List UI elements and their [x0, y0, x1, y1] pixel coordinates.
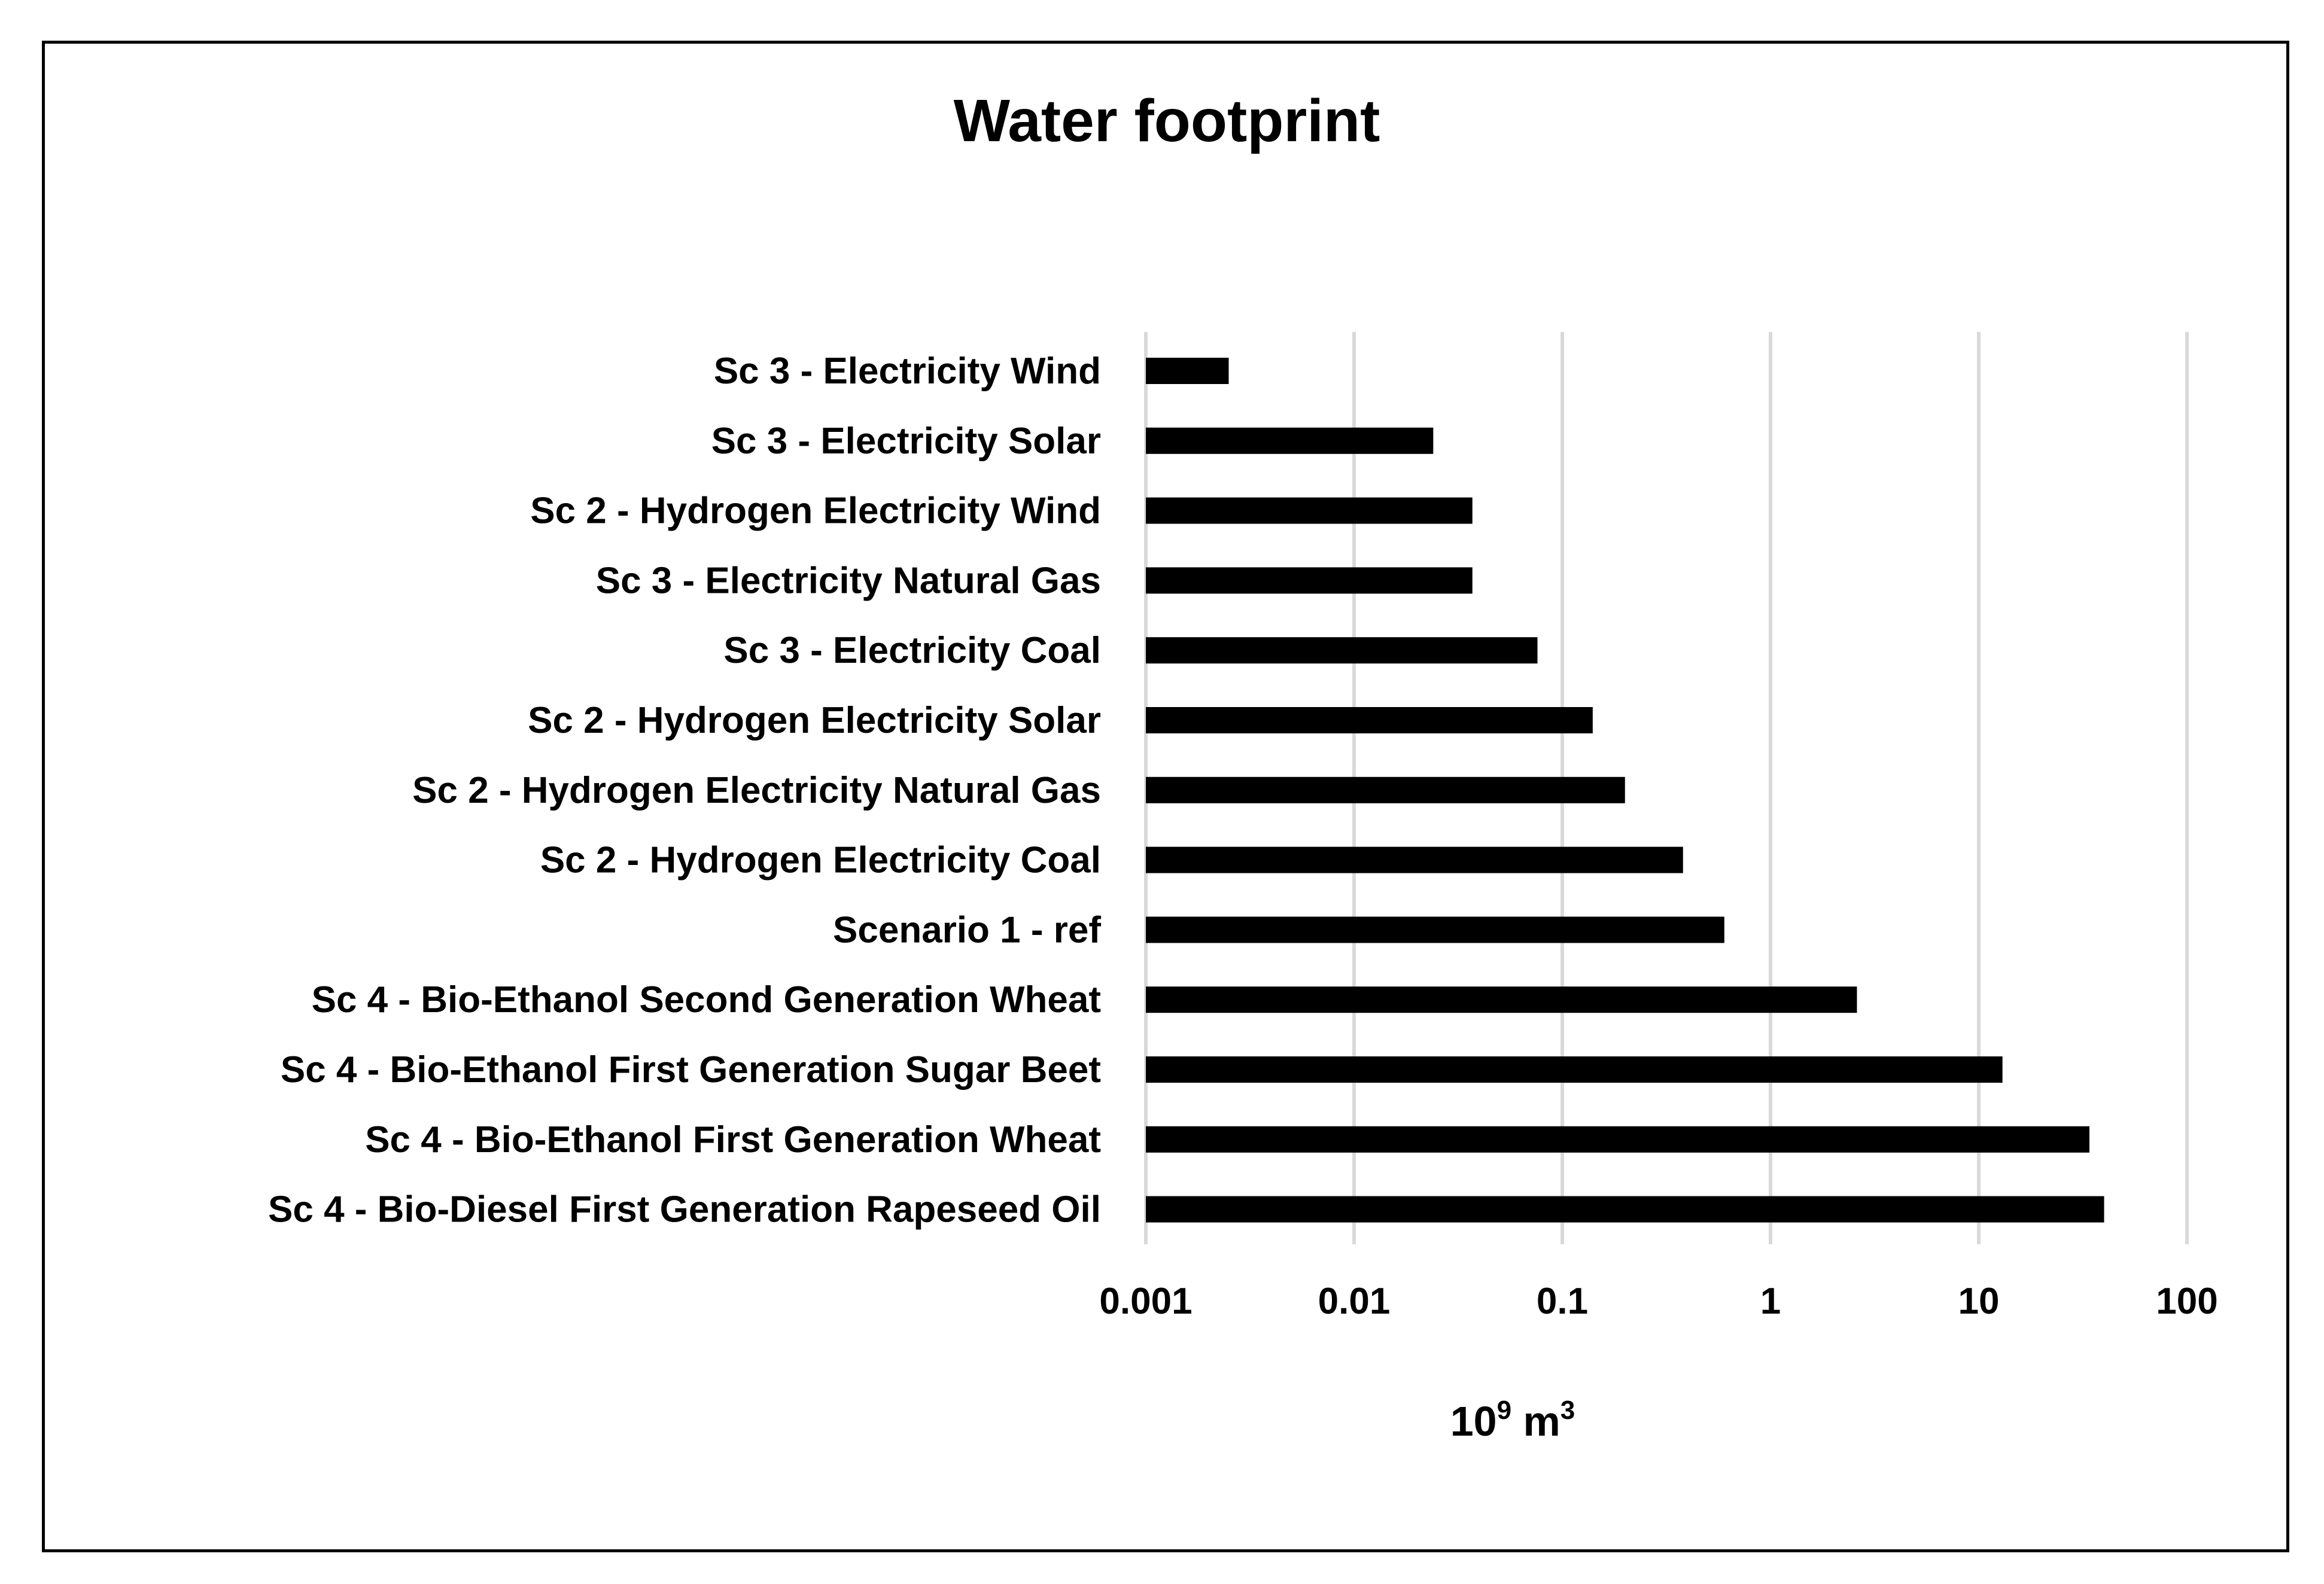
- bar: [1146, 1196, 2104, 1223]
- bar: [1146, 567, 1473, 594]
- grid-layer: [1144, 332, 2189, 1244]
- category-labels: Sc 3 - Electricity Wind Sc 3 - Electricit…: [268, 351, 1101, 1230]
- bar: [1146, 497, 1473, 524]
- x-axis-title: 109 m3: [1450, 1396, 1575, 1445]
- x-tick-label: 0.1: [1537, 1281, 1588, 1322]
- x-tick-label: 0.01: [1318, 1281, 1391, 1322]
- chart-title: Water footprint: [954, 87, 1380, 154]
- x-tick-label: 0.001: [1099, 1281, 1192, 1322]
- x-axis-title-exponent: 9: [1497, 1396, 1511, 1425]
- x-tick-label: 10: [1958, 1281, 2000, 1322]
- category-label: Sc 2 - Hydrogen Electricity Coal: [540, 840, 1101, 881]
- bar: [1146, 707, 1593, 733]
- bar: [1146, 986, 1857, 1013]
- bar: [1146, 846, 1683, 873]
- bar: [1146, 1126, 2089, 1153]
- category-label: Sc 4 - Bio-Diesel First Generation Rapes…: [268, 1189, 1101, 1230]
- x-tick-label: 1: [1760, 1281, 1781, 1322]
- category-label: Sc 4 - Bio-Ethanol Second Generation Whe…: [312, 979, 1101, 1021]
- bar: [1146, 358, 1229, 384]
- category-label: Sc 2 - Hydrogen Electricity Wind: [530, 491, 1101, 532]
- category-label: Sc 3 - Electricity Natural Gas: [596, 560, 1101, 601]
- category-label: Sc 2 - Hydrogen Electricity Solar: [528, 700, 1101, 741]
- x-tick-labels: 0.001 0.01 0.1 1 10 100: [1099, 1281, 2217, 1322]
- category-label: Sc 3 - Electricity Coal: [723, 630, 1101, 671]
- category-label: Sc 3 - Electricity Solar: [711, 421, 1101, 462]
- x-tick-label: 100: [2156, 1281, 2217, 1322]
- bar: [1146, 776, 1625, 803]
- bar: [1146, 427, 1434, 454]
- category-label: Scenario 1 - ref: [833, 909, 1101, 951]
- bar: [1146, 1056, 2003, 1083]
- category-label: Sc 2 - Hydrogen Electricity Natural Gas: [412, 770, 1101, 811]
- category-label: Sc 4 - Bio-Ethanol First Generation Suga…: [281, 1049, 1101, 1090]
- category-label: Sc 4 - Bio-Ethanol First Generation Whea…: [365, 1119, 1101, 1160]
- bar-layer: [1146, 358, 2104, 1223]
- category-label: Sc 3 - Electricity Wind: [714, 351, 1101, 392]
- bar: [1146, 916, 1724, 943]
- bar: [1146, 637, 1538, 664]
- x-axis-title-base: 10: [1450, 1398, 1497, 1445]
- x-axis-title-unit: m: [1511, 1398, 1561, 1445]
- x-axis-title-unit-exponent: 3: [1561, 1396, 1575, 1425]
